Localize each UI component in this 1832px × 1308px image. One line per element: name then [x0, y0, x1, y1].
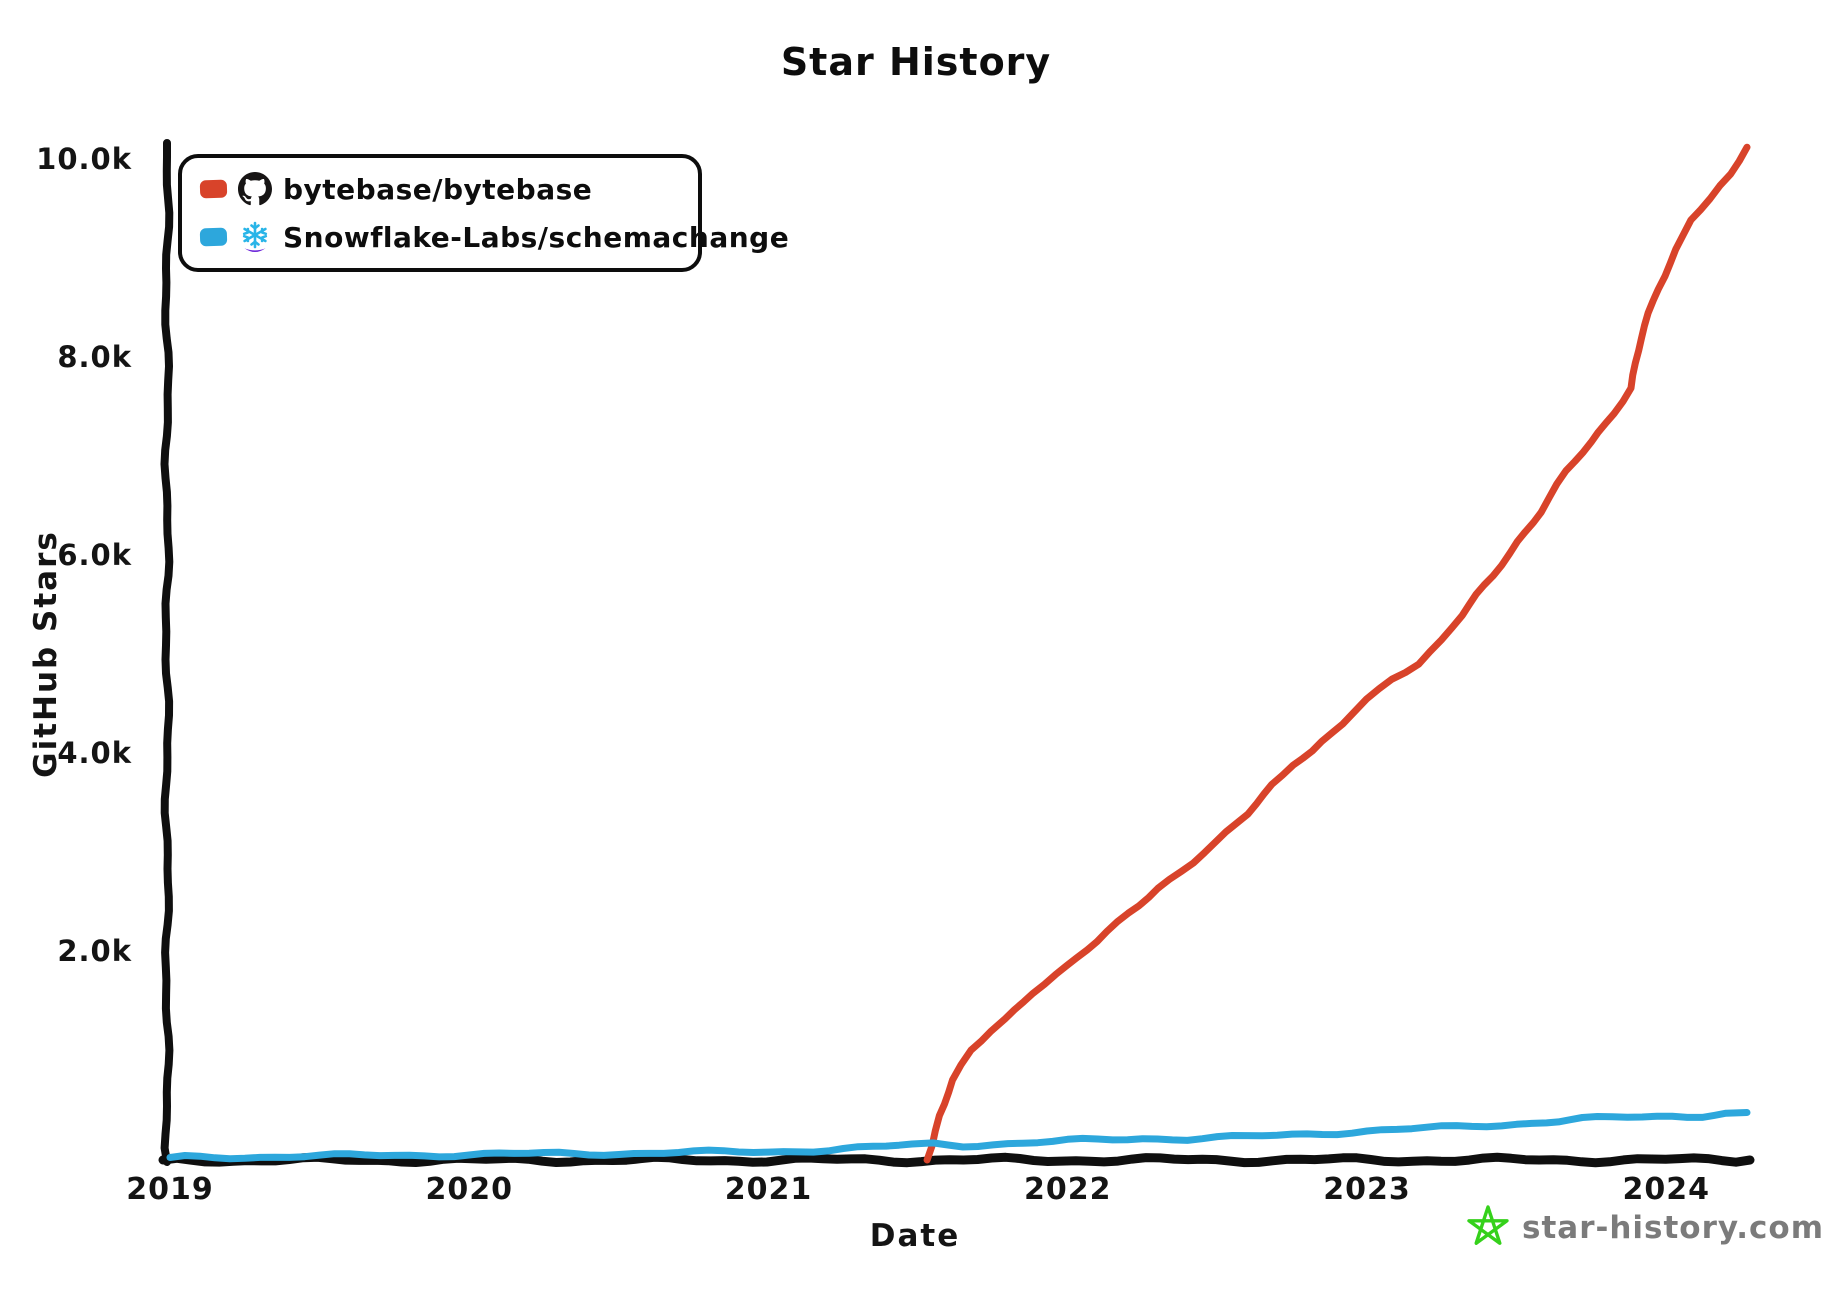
y-tick-label: 4.0k	[57, 736, 132, 770]
legend-item: Snowflake-Labs/schemachange	[199, 217, 789, 257]
github-octocat-icon	[237, 171, 273, 207]
series-line-snowflake-labs	[166, 1109, 1751, 1163]
legend-swatch	[199, 227, 228, 247]
watermark: star-history.com	[1466, 1204, 1824, 1252]
x-tick-label: 2023	[1323, 1172, 1411, 1207]
green-star-icon	[1466, 1204, 1510, 1252]
x-axis-title: Date	[869, 1218, 961, 1254]
y-axis-line	[160, 139, 174, 1166]
y-tick-label: 10.0k	[36, 142, 132, 176]
legend-label: bytebase/bytebase	[283, 172, 593, 206]
x-axis-line	[158, 1152, 1755, 1168]
series-line-bytebase	[923, 143, 1751, 1164]
y-tick-label: 2.0k	[57, 934, 132, 968]
x-tick-label: 2019	[126, 1172, 214, 1207]
x-tick-label: 2020	[425, 1172, 513, 1207]
watermark-text: star-history.com	[1522, 1210, 1825, 1246]
chart-title: Star History	[780, 40, 1052, 84]
y-tick-label: 6.0k	[57, 538, 132, 572]
x-tick-label: 2024	[1622, 1172, 1710, 1207]
x-tick-label: 2021	[724, 1172, 813, 1207]
legend-swatch	[199, 179, 228, 199]
y-tick-label: 8.0k	[57, 340, 132, 374]
legend-label: Snowflake-Labs/schemachange	[283, 220, 790, 254]
x-tick-label: 2022	[1023, 1172, 1112, 1207]
chart-legend: bytebase/bytebase Snowflake-Labs/schemach…	[178, 154, 789, 272]
legend-item: bytebase/bytebase	[199, 169, 698, 209]
snowflake-icon	[237, 219, 273, 255]
